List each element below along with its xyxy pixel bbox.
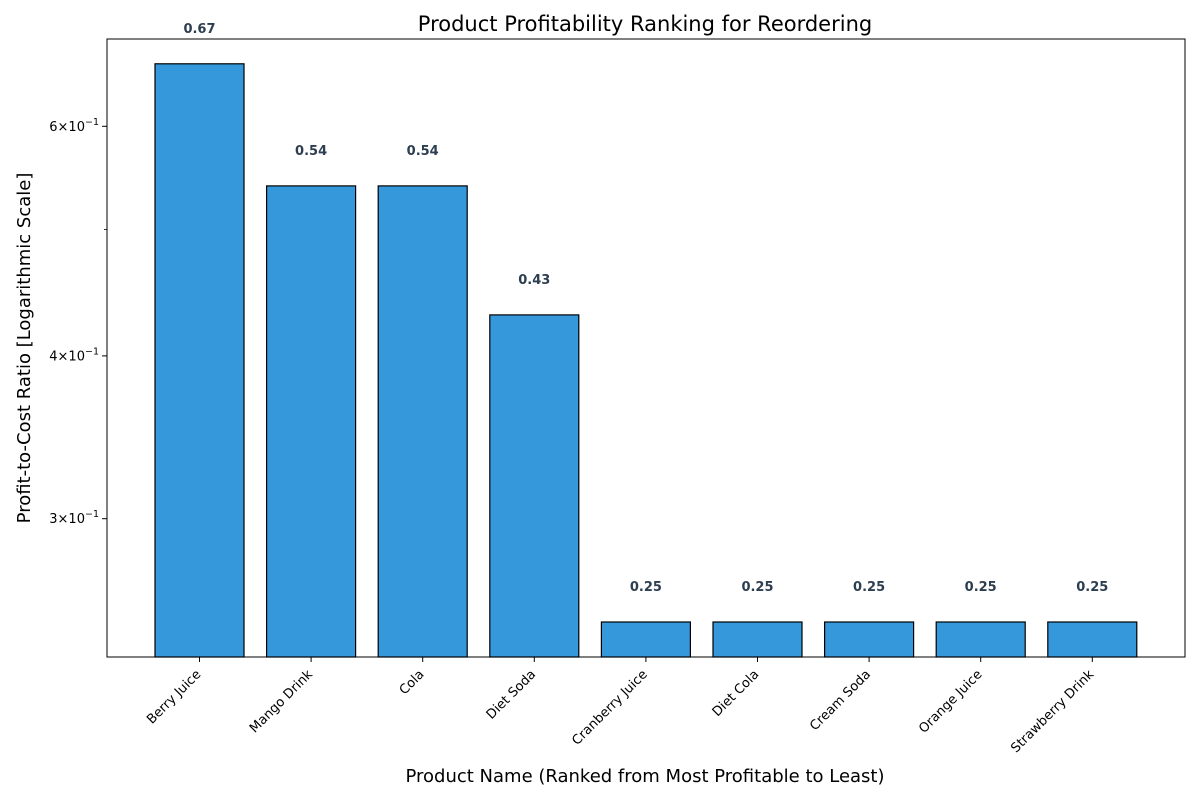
bar [154, 63, 245, 658]
y-tick-label: 6×10−1 [49, 117, 99, 135]
x-axis-label: Product Name (Ranked from Most Profitabl… [405, 766, 884, 787]
data-label: 0.25 [965, 580, 997, 595]
x-tick-label: Strawberry Drink [1008, 667, 1097, 756]
data-label: 0.54 [295, 144, 327, 159]
data-label: 0.67 [183, 22, 215, 37]
bar [600, 621, 692, 658]
bar [377, 185, 468, 658]
bar [489, 314, 580, 658]
x-tick-label: Cola [397, 667, 428, 698]
x-tick-label: Cream Soda [807, 667, 874, 734]
y-axis-label: Profit-to-Cost Ratio [Logarithmic Scale] [14, 173, 35, 524]
x-tick-label: Cranberry Juice [569, 667, 650, 748]
plot-area: 0.67 Berry Juice 0.54 Mango Drink 0.54 Cola 0.… [49, 22, 1138, 756]
y-tick-label: 3×10−1 [49, 509, 99, 527]
x-tick-label: Berry Juice [144, 667, 204, 727]
bar [712, 621, 803, 658]
x-tick-label: Mango Drink [247, 667, 316, 736]
data-label: 0.25 [630, 580, 662, 595]
data-label: 0.43 [518, 273, 550, 288]
chart-title: Product Profitability Ranking for Reorde… [418, 12, 872, 36]
plot-frame [106, 38, 1186, 658]
bar [935, 621, 1026, 658]
bar [266, 185, 357, 658]
data-label: 0.25 [853, 580, 885, 595]
x-tick-label: Diet Soda [484, 667, 539, 722]
data-label: 0.54 [407, 144, 439, 159]
bar [823, 621, 915, 658]
y-tick-label: 4×10−1 [49, 346, 99, 364]
data-label: 0.25 [741, 580, 773, 595]
x-tick-label: Orange Juice [916, 667, 985, 736]
x-tick-label: Diet Cola [710, 667, 763, 720]
data-label: 0.25 [1076, 580, 1108, 595]
bar [1047, 621, 1138, 658]
